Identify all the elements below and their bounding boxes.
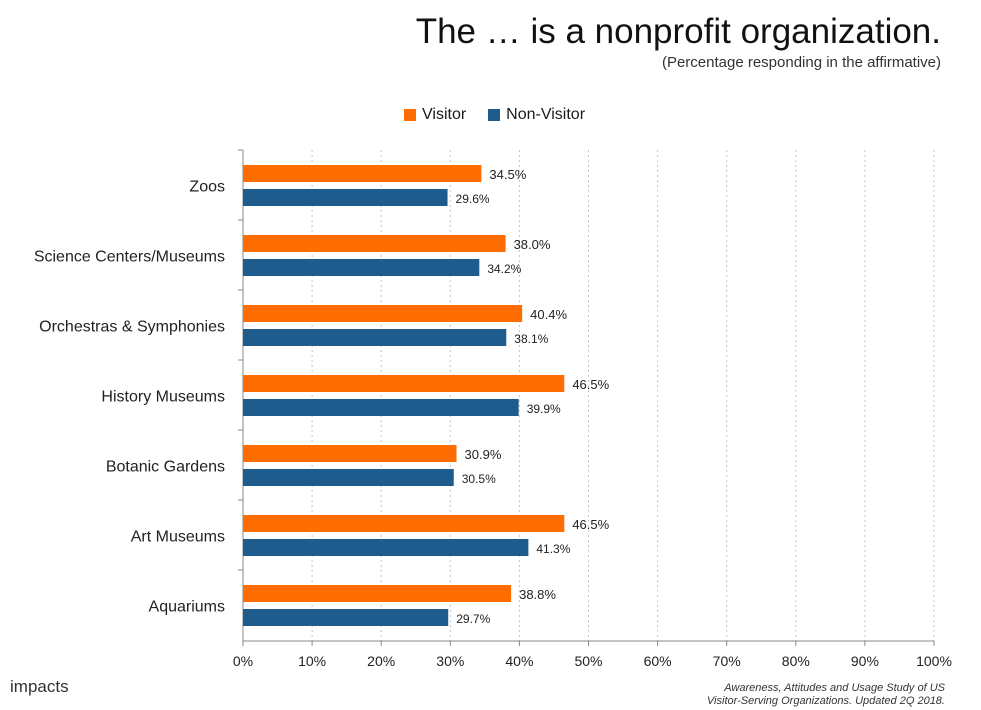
data-label: 46.5% bbox=[572, 377, 609, 392]
data-label: 46.5% bbox=[572, 517, 609, 532]
bar-visitor bbox=[243, 445, 457, 462]
bar-non-visitor bbox=[243, 329, 507, 346]
legend: Visitor Non-Visitor bbox=[404, 106, 585, 124]
category-label: Zoos bbox=[189, 179, 225, 196]
x-tick-label: 70% bbox=[713, 653, 741, 669]
bar-visitor bbox=[243, 375, 565, 392]
x-tick-label: 0% bbox=[233, 653, 253, 669]
source-line-1: Awareness, Attitudes and Usage Study of … bbox=[724, 682, 945, 694]
chart-title: The … is a nonprofit organization. bbox=[415, 12, 941, 51]
legend-label-visitor: Visitor bbox=[422, 106, 467, 123]
bar-non-visitor bbox=[243, 539, 529, 556]
category-label: Science Centers/Museums bbox=[34, 249, 225, 266]
bar-visitor bbox=[243, 305, 523, 322]
category-label: Botanic Gardens bbox=[106, 459, 225, 476]
data-label: 41.3% bbox=[536, 542, 570, 556]
legend-swatch-visitor bbox=[404, 109, 416, 121]
source-line-2: Visitor-Serving Organizations. Updated 2… bbox=[706, 695, 945, 707]
bar-non-visitor bbox=[243, 259, 480, 276]
data-label: 30.9% bbox=[465, 447, 502, 462]
bar-non-visitor bbox=[243, 399, 519, 416]
bar-visitor bbox=[243, 515, 565, 532]
bar-non-visitor bbox=[243, 609, 449, 626]
x-tick-label: 90% bbox=[851, 653, 879, 669]
data-label: 38.1% bbox=[514, 332, 548, 346]
x-tick-label: 50% bbox=[574, 653, 602, 669]
x-tick-label: 40% bbox=[505, 653, 533, 669]
x-tick-label: 80% bbox=[782, 653, 810, 669]
data-label: 29.6% bbox=[456, 192, 490, 206]
data-label: 34.5% bbox=[489, 167, 526, 182]
x-tick-label: 100% bbox=[916, 653, 952, 669]
data-label: 40.4% bbox=[530, 307, 567, 322]
bar-non-visitor bbox=[243, 469, 454, 486]
bar-visitor bbox=[243, 585, 512, 602]
category-label: Aquariums bbox=[149, 599, 225, 616]
legend-swatch-non-visitor bbox=[488, 109, 501, 121]
category-label: History Museums bbox=[101, 389, 225, 406]
x-tick-label: 10% bbox=[298, 653, 326, 669]
source-note: Awareness, Attitudes and Usage Study of … bbox=[707, 682, 945, 708]
data-label: 34.2% bbox=[487, 262, 521, 276]
bar-visitor bbox=[243, 165, 482, 182]
bar-non-visitor bbox=[243, 189, 448, 206]
impacts-logo: impacts bbox=[10, 677, 69, 697]
data-label: 30.5% bbox=[462, 472, 496, 486]
logo-text: impacts bbox=[10, 677, 69, 696]
bar-visitor bbox=[243, 235, 506, 252]
x-tick-label: 20% bbox=[367, 653, 395, 669]
chart-subtitle: (Percentage responding in the affirmativ… bbox=[661, 54, 941, 71]
data-label: 38.8% bbox=[519, 587, 556, 602]
x-tick-label: 30% bbox=[436, 653, 464, 669]
legend-label-non-visitor: Non-Visitor bbox=[506, 106, 586, 123]
data-label: 39.9% bbox=[527, 402, 561, 416]
category-label: Orchestras & Symphonies bbox=[39, 319, 225, 336]
legend-item-visitor: Visitor bbox=[404, 106, 466, 124]
legend-item-non-visitor: Non-Visitor bbox=[488, 106, 585, 124]
x-tick-label: 60% bbox=[644, 653, 672, 669]
data-label: 38.0% bbox=[514, 237, 551, 252]
category-label: Art Museums bbox=[131, 529, 225, 546]
data-label: 29.7% bbox=[456, 612, 490, 626]
